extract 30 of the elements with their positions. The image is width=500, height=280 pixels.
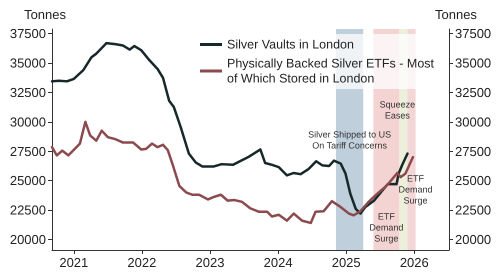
x-tick-label: 2022 [127, 255, 156, 270]
y-tick-label: 37500 [10, 26, 46, 42]
y-tick-label: 20000 [10, 232, 46, 247]
y-axis-title: Tonnes [24, 7, 66, 22]
x-tick-label: 2026 [400, 255, 429, 270]
y2-tick-label: 30000 [455, 114, 492, 130]
y-tick-label: 22500 [10, 202, 46, 218]
band-label: ETF Demand Surge [398, 174, 433, 206]
y-tick-label: 32500 [10, 84, 46, 100]
y2-tick-label: 37500 [455, 26, 492, 42]
legend-label: Physically Backed Silver ETFs - Most of Which Stored in London [227, 56, 438, 86]
x-tick-label: 2025 [332, 255, 361, 270]
x-tick-label: 2021 [59, 255, 88, 270]
band-label: Squeeze Eases [380, 100, 416, 120]
y-tick-label: 30000 [10, 114, 46, 130]
x-tick-label: 2023 [196, 255, 224, 270]
x-tick-label: 2024 [264, 255, 293, 270]
band-label: Silver Shipped to US On Tariff Concerns [308, 130, 392, 150]
y2-tick-label: 25000 [455, 173, 492, 188]
y2-axis-title: Tonnes [435, 7, 478, 22]
y2-tick-label: 32500 [455, 84, 492, 100]
legend-label: Silver Vaults in London [227, 38, 354, 52]
y2-tick-label: 27500 [455, 144, 492, 159]
y-tick-label: 35000 [10, 56, 46, 71]
y-tick-label: 27500 [10, 144, 46, 159]
y2-tick-label: 35000 [455, 56, 492, 71]
y2-tick-label: 22500 [455, 202, 492, 218]
y2-tick-label: 20000 [455, 232, 492, 247]
y-tick-label: 25000 [10, 173, 46, 188]
band-label: ETF Demand Surge [369, 212, 404, 244]
